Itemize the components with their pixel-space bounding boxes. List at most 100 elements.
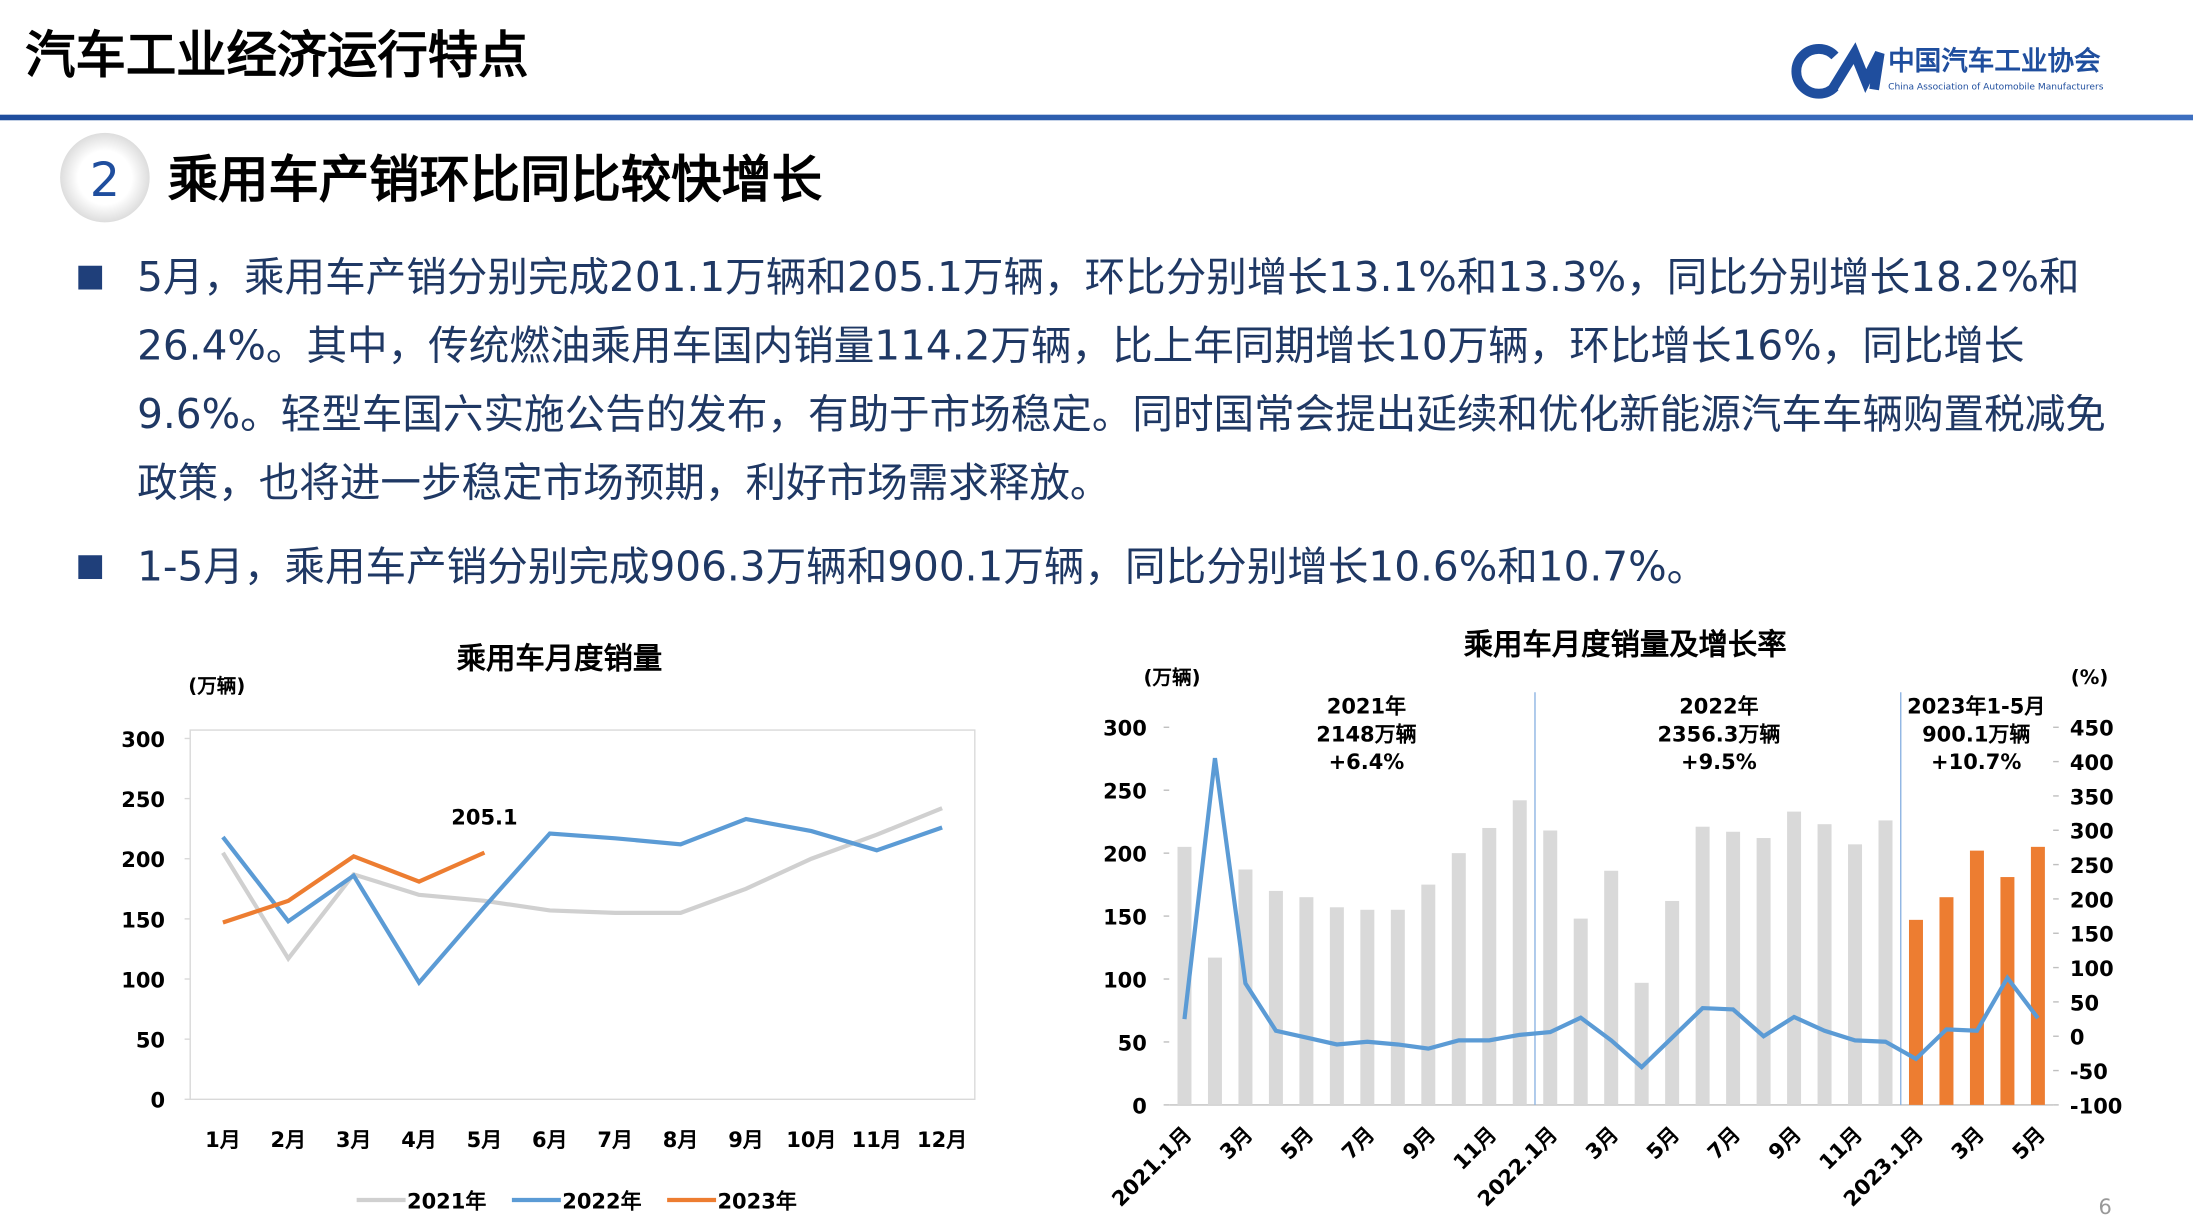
bar: [1756, 838, 1771, 1105]
y-tick-label: 100: [121, 968, 165, 992]
bar: [2000, 877, 2015, 1105]
legend-label: 2022年: [562, 1189, 641, 1213]
data-line: [221, 816, 943, 987]
y-tick-label: 300: [1103, 717, 1147, 741]
bullet-marker: [78, 555, 103, 580]
period-annotation: 2021年: [1327, 694, 1406, 718]
y-tick-label: 200: [1103, 843, 1147, 867]
bar: [1543, 830, 1558, 1105]
x-tick-label: 5月: [467, 1128, 503, 1152]
x-tick-label: 12月: [917, 1128, 967, 1152]
bar: [1177, 846, 1192, 1105]
y2-tick-label: 300: [2070, 820, 2114, 844]
y2-tick-label: 250: [2070, 854, 2114, 878]
bar: [2030, 846, 2045, 1105]
data-line: [222, 850, 486, 925]
data-annotation: 205.1: [451, 806, 517, 830]
bar: [1299, 897, 1314, 1105]
x-tick-label: 11月: [1815, 1122, 1867, 1174]
bar: [1969, 850, 1984, 1105]
section-heading: 乘用车产销环比同比较快增长: [168, 150, 823, 209]
y2-tick-label: -100: [2070, 1094, 2122, 1118]
y2-tick-label: 350: [2070, 785, 2114, 809]
x-tick-label: 9月: [1398, 1122, 1440, 1164]
bar: [1848, 844, 1863, 1105]
period-annotation: +6.4%: [1329, 750, 1405, 774]
y2-tick-label: 50: [2070, 991, 2099, 1015]
x-tick-label: 5月: [2008, 1122, 2050, 1164]
bar: [1908, 919, 1923, 1105]
x-tick-label: 7月: [1703, 1122, 1745, 1164]
bar: [1421, 884, 1436, 1105]
y2-tick-label: 100: [2070, 957, 2114, 981]
x-tick-label: 9月: [728, 1128, 764, 1152]
x-tick-label: 11月: [1449, 1122, 1501, 1174]
x-tick-label: 3月: [1215, 1122, 1257, 1164]
logo-text: 中国汽车工业协会: [1888, 46, 2101, 77]
bar: [1665, 900, 1680, 1105]
chart-title: 乘用车月度销量: [457, 642, 663, 676]
y-tick-label: 100: [1103, 968, 1147, 992]
bar: [1512, 800, 1527, 1105]
section-badge: [60, 132, 150, 223]
bar: [1268, 890, 1283, 1105]
y2-tick-label: -50: [2070, 1060, 2108, 1084]
y-tick-label: 200: [121, 848, 165, 872]
page-number: 6: [2099, 1195, 2112, 1219]
period-annotation: 2148万辆: [1316, 722, 1416, 746]
bullet-marker: [78, 265, 103, 290]
x-tick-label: 5月: [1642, 1122, 1684, 1164]
data-line: [221, 806, 943, 963]
bar: [1573, 918, 1588, 1105]
x-tick-label: 3月: [336, 1128, 372, 1152]
bar: [1634, 982, 1649, 1105]
y-tick-label: 0: [150, 1089, 165, 1113]
period-annotation: 900.1万辆: [1922, 722, 2030, 746]
legend-label: 2021年: [407, 1189, 486, 1213]
bar: [1726, 831, 1741, 1105]
bar: [1817, 824, 1832, 1105]
bar: [1451, 853, 1466, 1105]
x-tick-label: 3月: [1947, 1122, 1989, 1164]
period-annotation: +9.5%: [1681, 750, 1757, 774]
logo-mark: [1791, 42, 1885, 99]
y-tick-label: 50: [1118, 1031, 1147, 1055]
bar: [1878, 820, 1893, 1105]
y2-tick-label: 400: [2070, 751, 2114, 775]
x-tick-label: 6月: [532, 1128, 568, 1152]
y2-tick-label: 200: [2070, 888, 2114, 912]
period-annotation: 2023年1-5月: [1907, 694, 2045, 718]
y2-tick-label: 150: [2070, 923, 2114, 947]
period-annotation: 2356.3万辆: [1657, 722, 1780, 746]
bar: [1939, 897, 1954, 1105]
header-title: 汽车工业经济运行特点: [25, 26, 528, 85]
y-tick-label: 150: [1103, 905, 1147, 929]
bar: [1695, 826, 1710, 1105]
y2-tick-label: 450: [2070, 717, 2114, 741]
y2-tick-label: 0: [2070, 1026, 2085, 1050]
header-rule: [0, 114, 2193, 121]
bar: [1390, 909, 1405, 1105]
bar: [1329, 907, 1344, 1105]
y-tick-label: 50: [136, 1029, 165, 1053]
legend-label: 2023年: [717, 1189, 796, 1213]
period-annotation: 2022年: [1679, 694, 1758, 718]
data-line: [1182, 757, 2040, 1070]
x-tick-label: 10月: [786, 1128, 836, 1152]
x-tick-label: 3月: [1581, 1122, 1623, 1164]
y-tick-label: 300: [121, 728, 165, 752]
section-number: 2: [90, 153, 120, 208]
bar: [1604, 870, 1619, 1105]
bullet-text: 5月，乘用车产销分别完成201.1万辆和205.1万辆，环比分别增长13.1%和…: [137, 253, 2106, 507]
x-tick-label: 7月: [1337, 1122, 1379, 1164]
x-tick-label: 2月: [271, 1128, 307, 1152]
x-tick-label: 9月: [1764, 1122, 1806, 1164]
plot-frame: [189, 729, 976, 1100]
chart-title: 乘用车月度销量及增长率: [1464, 628, 1787, 662]
y-axis-label: (万辆): [1143, 666, 1200, 689]
bar: [1207, 957, 1222, 1105]
x-tick-label: 4月: [401, 1128, 437, 1152]
